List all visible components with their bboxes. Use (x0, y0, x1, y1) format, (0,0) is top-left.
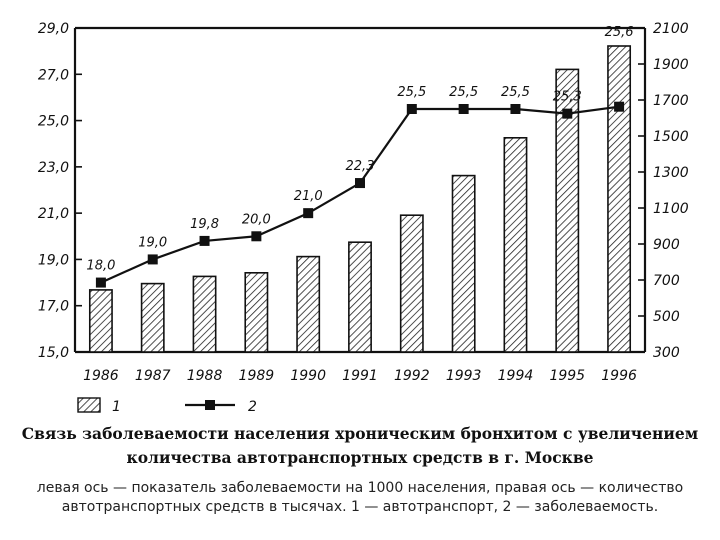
line-point (251, 231, 262, 242)
data-label: 25,3 (553, 90, 582, 105)
line-point (458, 104, 469, 114)
left-tick-label: 15,0 (38, 345, 69, 361)
bar (296, 255, 321, 353)
right-tick-label: 900 (653, 237, 680, 253)
chart: 15,0 17,0 19,0 21,0 23,0 25,0 27,0 29,0 300 500 7… (38, 21, 689, 415)
x-tick-label: 1990 (290, 368, 326, 384)
bar (607, 45, 632, 353)
right-tick-label: 700 (653, 273, 680, 289)
right-tick-label: 1300 (653, 165, 689, 181)
x-tick-label: 1989 (239, 368, 275, 384)
legend-label-bars: 1 (112, 399, 121, 415)
line-point (614, 101, 625, 112)
right-tick-label: 300 (653, 345, 680, 361)
left-tick-label: 23,0 (38, 160, 69, 176)
legend-swatch-bars (77, 397, 101, 413)
x-tick-label: 1987 (135, 368, 171, 384)
x-tick-label: 1992 (394, 368, 430, 384)
right-tick-label: 1900 (653, 57, 689, 73)
line-point (95, 277, 106, 288)
bar (555, 68, 580, 353)
bar (140, 282, 165, 353)
data-label: 25,5 (501, 85, 530, 100)
right-tick-label: 1700 (653, 93, 689, 109)
data-label: 20,0 (242, 212, 271, 227)
bar (348, 241, 372, 353)
x-tick-label: 1994 (498, 368, 534, 384)
data-label: 18,0 (86, 259, 115, 274)
data-label: 21,0 (294, 189, 323, 204)
data-label: 19,0 (138, 235, 167, 250)
legend-label-line: 2 (248, 399, 257, 415)
bar (244, 271, 269, 353)
x-tick-label: 1995 (549, 368, 585, 384)
left-tick-label: 25,0 (38, 114, 69, 130)
figure-caption-line-2: количества автотранспортных средств в г.… (126, 448, 594, 467)
legend-marker-line (205, 400, 215, 410)
line-point (562, 108, 573, 119)
data-label: 19,8 (190, 217, 219, 232)
bar (192, 275, 217, 353)
line-point (303, 208, 314, 219)
line-point (355, 178, 365, 189)
bar (88, 289, 113, 353)
line-point (510, 104, 521, 114)
x-tick-label: 1986 (83, 368, 119, 384)
data-label: 25,5 (397, 85, 426, 100)
figure-caption-line-1: Связь заболеваемости населения хроническ… (21, 424, 699, 443)
x-tick-label: 1993 (446, 368, 482, 384)
data-label: 22,3 (346, 159, 375, 174)
line-point (147, 254, 158, 265)
left-tick-label: 17,0 (38, 299, 69, 315)
left-axis: 15,0 17,0 19,0 21,0 23,0 25,0 27,0 29,0 (38, 21, 82, 361)
data-label: 25,5 (449, 85, 478, 100)
bar-series (88, 45, 632, 353)
right-tick-label: 1100 (653, 201, 689, 217)
line-point (406, 104, 417, 114)
x-tick-label: 1996 (601, 368, 637, 384)
left-tick-label: 27,0 (38, 67, 69, 83)
bar (399, 214, 424, 353)
left-tick-label: 19,0 (38, 252, 69, 268)
x-tick-label: 1991 (342, 368, 378, 384)
left-tick-label: 29,0 (38, 21, 69, 37)
figure-note: левая ось — показатель заболеваемости на… (36, 480, 684, 515)
left-tick-label: 21,0 (38, 206, 69, 222)
x-tick-label: 1988 (187, 368, 223, 384)
line-point (199, 235, 210, 246)
right-tick-label: 2100 (653, 21, 689, 37)
data-label: 25,6 (605, 25, 634, 40)
right-axis: 300 500 700 900 1100 1300 1500 1700 1900 2100 (638, 21, 689, 361)
x-axis: 1986 1987 1988 1989 1990 1991 1992 1993 1994 1995… (83, 368, 637, 384)
right-tick-label: 1500 (653, 129, 689, 145)
bar (503, 137, 528, 353)
data-labels: 18,0 19,0 19,8 20,0 21,0 22,3 25,5 25,5 25,5 25,3… (86, 25, 633, 274)
line-series (95, 101, 625, 288)
bar (451, 174, 476, 353)
right-tick-label: 500 (653, 309, 680, 325)
